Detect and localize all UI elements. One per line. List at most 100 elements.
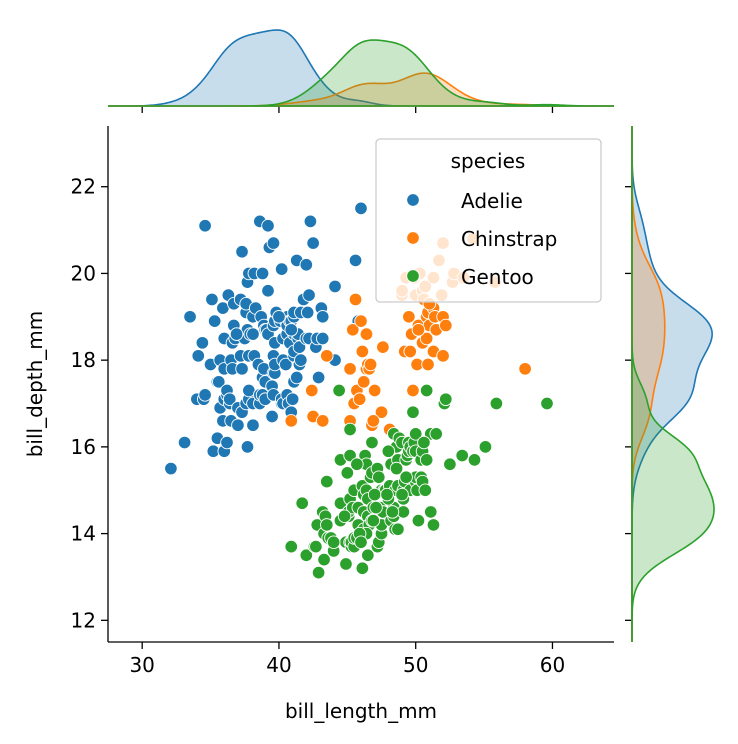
data-point [354,201,368,216]
data-point [436,349,450,363]
data-point [406,383,420,398]
data-point [367,383,382,398]
data-point [419,331,434,346]
y-tick-label: 12 [71,608,96,632]
data-point [315,331,330,346]
data-point [191,349,206,363]
data-point [246,418,260,432]
data-point [367,487,382,502]
data-point [289,370,304,385]
data-point [229,327,244,341]
data-point [183,310,197,324]
data-point [385,505,400,519]
data-point [423,505,438,519]
data-point [198,388,212,402]
data-point [340,466,355,480]
data-point [350,457,364,471]
data-point [222,392,237,406]
data-point [320,474,334,489]
data-point [381,444,396,458]
data-point [320,518,334,532]
legend-label-gentoo: Gentoo [461,265,534,289]
legend-frame [375,138,602,303]
data-point [311,565,326,580]
axes: 30 40 50 60 12 14 16 18 20 22 [71,126,614,677]
x-tick-label: 50 [403,653,428,677]
data-point [411,513,426,528]
data-point [429,427,443,441]
data-point [369,500,383,515]
data-point [266,236,281,250]
data-point [299,548,314,563]
data-point [198,218,212,233]
data-point [411,323,426,337]
x-tick-label: 40 [266,653,291,677]
data-point [365,435,379,450]
data-point [302,288,316,302]
data-point [235,362,249,376]
data-point [328,279,342,294]
data-point [419,383,434,398]
data-point [389,461,404,476]
data-point [240,440,255,454]
data-point [406,405,420,419]
data-point [399,470,413,484]
data-point [426,518,441,532]
data-point [315,310,330,324]
legend-marker-adelie [406,193,420,207]
legend-label-adelie: Adelie [461,189,523,213]
data-point [305,383,319,398]
data-point [467,453,482,467]
data-point [339,557,353,571]
data-point [421,357,435,372]
data-point [317,552,331,567]
data-point [359,327,374,341]
data-point [419,453,434,467]
data-point [518,362,532,376]
data-point [261,284,275,298]
data-point [348,253,363,268]
data-point [402,310,416,324]
data-point [265,409,279,424]
data-point [354,535,368,550]
data-point [300,305,315,320]
legend-marker-gentoo [406,269,420,283]
data-point [274,262,289,276]
right-kde-gentoo [631,126,715,642]
y-axis-title: bill_depth_mm [23,311,47,458]
data-point [294,353,308,367]
data-point [439,392,453,406]
data-point [315,414,330,428]
scatter-points [164,201,554,580]
data-point [363,357,378,372]
data-point [299,258,314,272]
data-point [320,349,334,363]
data-point [337,509,352,524]
data-point [374,405,389,419]
top-kde-gentoo [108,39,614,107]
data-point [220,435,234,450]
data-point [380,487,394,502]
data-point [455,448,469,463]
right-marginal-kde [625,126,715,642]
data-point [354,314,368,328]
y-tick-label: 20 [71,261,96,285]
data-point [418,483,433,497]
data-point [489,396,504,411]
data-point [417,435,431,450]
data-point [346,323,360,337]
legend-marker-chinstrap [406,231,420,245]
data-point [284,323,299,337]
data-point [439,318,453,333]
data-point [478,440,493,454]
data-point [279,357,293,372]
data-point [403,344,417,359]
data-point [255,266,270,281]
data-point [395,487,409,502]
data-point [372,470,386,484]
data-point [246,327,260,341]
data-point [355,561,370,576]
legend-label-chinstrap: Chinstrap [461,227,557,251]
data-point [309,539,323,554]
